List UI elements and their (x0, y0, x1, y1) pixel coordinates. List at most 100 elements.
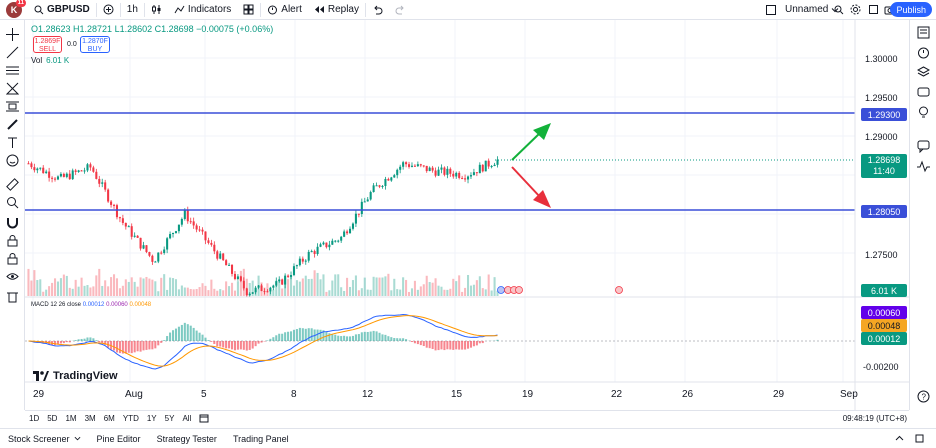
emoji-icon[interactable] (6, 154, 19, 167)
macd-histogram-bar (154, 341, 157, 349)
volume-bar (48, 286, 51, 296)
buy-button[interactable]: 1.2870F BUY (80, 36, 110, 53)
gear-icon (850, 4, 861, 15)
lightbulb-icon[interactable] (917, 106, 930, 119)
range-all[interactable]: All (182, 414, 192, 423)
ideas-icon[interactable] (917, 86, 930, 99)
chart-area[interactable]: 1.30000 1.29500 1.29000 1.27500 -0.00200… (25, 20, 909, 410)
zoom-in-icon[interactable] (6, 196, 19, 209)
text-icon[interactable] (6, 136, 19, 149)
up-arrow[interactable] (511, 123, 551, 161)
macd-histogram-bar (169, 332, 172, 341)
chart-type-button[interactable] (145, 0, 168, 20)
macd-histogram-bar (269, 338, 272, 341)
volume-bar (27, 268, 30, 296)
lock-icon[interactable] (6, 252, 19, 265)
divider (143, 2, 145, 17)
tab-strategy-tester[interactable]: Strategy Tester (156, 433, 217, 444)
economic-event-icons[interactable] (497, 286, 623, 294)
macd-histogram-bar (466, 341, 470, 349)
user-avatar[interactable]: K 11 (6, 0, 26, 18)
tradingview-logo[interactable]: TradingView (33, 370, 118, 382)
watchlist-icon[interactable] (917, 26, 930, 39)
tab-pine-editor[interactable]: Pine Editor (96, 433, 141, 444)
macd-histogram-bar (478, 341, 481, 344)
magnet-icon[interactable] (6, 216, 19, 229)
compare-symbol-button[interactable] (97, 0, 120, 20)
range-ytd[interactable]: YTD (122, 414, 139, 423)
date-range-button[interactable] (195, 413, 213, 425)
macd-histogram-bar (469, 341, 473, 348)
ruler-icon[interactable] (6, 178, 19, 191)
candle-body (490, 166, 493, 168)
candle-body (472, 172, 475, 176)
brush-icon[interactable] (6, 118, 19, 131)
candle-body (422, 165, 425, 167)
volume-bar (189, 289, 192, 296)
chart-canvas[interactable]: 1.30000 1.29500 1.29000 1.27500 -0.00200… (25, 20, 909, 410)
lock-drawings-icon[interactable] (6, 234, 19, 247)
macd-histogram-bar (405, 339, 408, 341)
sell-button[interactable]: 1.2869F SELL (33, 36, 62, 53)
prediction-icon[interactable] (6, 100, 19, 113)
candle-body (446, 168, 449, 175)
candle-body (195, 225, 198, 230)
volume-bar (287, 279, 290, 296)
alert-button[interactable]: Alert (261, 0, 308, 20)
range-6m[interactable]: 6M (103, 414, 115, 423)
layers-icon[interactable] (917, 66, 930, 79)
volume-bar (369, 289, 372, 296)
right-sidebar: ? (909, 20, 936, 410)
collapse-panel-button[interactable] (887, 434, 912, 443)
symbol-search-button[interactable]: GBPUSD (28, 0, 96, 20)
macd-histogram-bar (151, 341, 154, 350)
macd-histogram-bar (425, 341, 428, 348)
down-arrow[interactable] (511, 166, 551, 208)
quick-search-button[interactable] (828, 0, 850, 20)
horizontal-lines-icon[interactable] (6, 64, 19, 77)
interval-button[interactable]: 1h (126, 4, 138, 15)
undo-button[interactable] (366, 0, 389, 20)
volume-bar (399, 289, 402, 296)
tab-trading-panel[interactable]: Trading Panel (232, 433, 289, 444)
alarm-clock-icon[interactable] (917, 46, 930, 59)
replay-button[interactable]: Replay (308, 0, 365, 20)
settings-button[interactable] (844, 0, 867, 20)
pulse-icon[interactable] (917, 160, 930, 173)
range-3m[interactable]: 3M (84, 414, 96, 423)
tab-stock-screener[interactable]: Stock Screener (0, 434, 89, 444)
pattern-icon[interactable] (6, 82, 19, 95)
eye-icon[interactable] (6, 270, 19, 283)
range-1m[interactable]: 1M (65, 414, 77, 423)
fullscreen-button[interactable] (862, 0, 885, 20)
indicators-button[interactable]: Indicators (168, 0, 237, 20)
trend-line-icon[interactable] (6, 46, 19, 59)
macd-histogram-bar (316, 329, 319, 341)
chat-icon[interactable] (917, 140, 930, 153)
volume-bar (461, 291, 464, 296)
volume-bar (275, 280, 278, 296)
macd-histogram-bar (186, 324, 189, 341)
trash-icon[interactable] (6, 290, 19, 303)
publish-button[interactable]: Publish (890, 2, 932, 17)
candle-body (130, 226, 133, 237)
range-5d[interactable]: 5D (47, 414, 58, 423)
candle-body (118, 217, 121, 219)
range-5y[interactable]: 5Y (164, 414, 175, 423)
crosshair-icon[interactable] (6, 28, 19, 41)
clock-timezone[interactable]: 09:48:19 (UTC+8) (842, 414, 907, 423)
redo-button[interactable] (389, 0, 412, 20)
templates-button[interactable] (237, 0, 260, 20)
range-1y[interactable]: 1Y (146, 414, 157, 423)
volume-bar (490, 290, 493, 296)
maximize-panel-button[interactable] (907, 434, 932, 443)
candle-body (51, 177, 54, 179)
macd-histogram-bar (413, 341, 416, 344)
layout-menu-button[interactable]: Unnamed (760, 0, 845, 20)
volume-bar (304, 275, 307, 296)
help-icon[interactable]: ? (917, 390, 930, 403)
macd-histogram-bar (216, 341, 219, 347)
macd-histogram-bar (260, 341, 263, 343)
candle-body (198, 229, 201, 231)
range-1d[interactable]: 1D (29, 414, 40, 423)
